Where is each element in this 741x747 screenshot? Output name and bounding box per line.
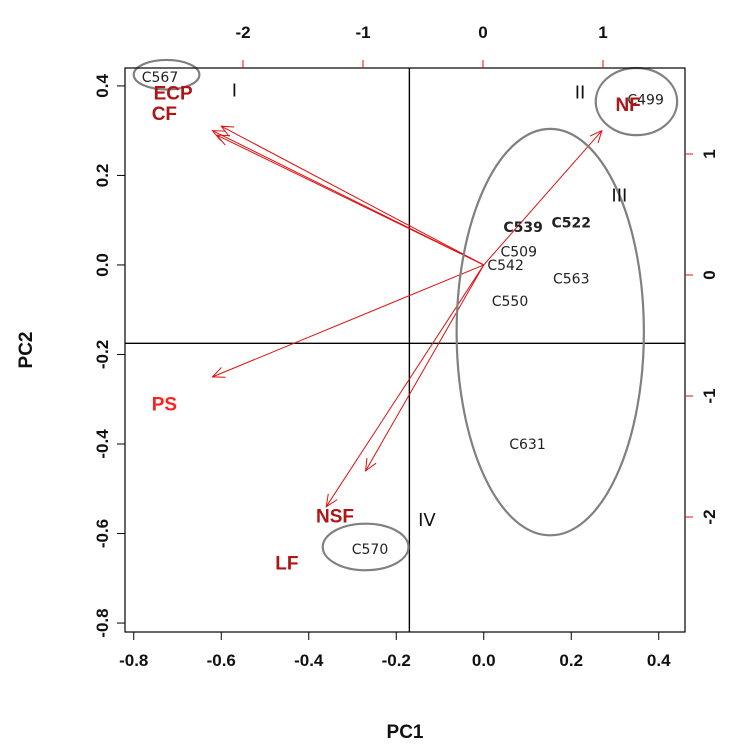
observation-label-c509: C509 bbox=[501, 245, 538, 261]
group-ellipse-1 bbox=[132, 58, 201, 91]
x-tick-label: 0.4 bbox=[647, 651, 671, 670]
y-tick-label: 0.2 bbox=[93, 164, 112, 188]
plot-frame bbox=[124, 67, 686, 633]
observation-label-c570: C570 bbox=[352, 542, 389, 558]
loading-arrow-hcp bbox=[212, 130, 484, 266]
group-ellipses bbox=[132, 58, 679, 572]
observation-label-c567: C567 bbox=[142, 70, 179, 86]
right-tick-label: 0 bbox=[700, 270, 719, 279]
top-tick-label: -1 bbox=[355, 23, 370, 42]
reference-lines bbox=[125, 68, 685, 632]
group-ellipse-4 bbox=[321, 522, 410, 572]
variable-label-nf: NF bbox=[615, 95, 640, 116]
arrow-head-nf bbox=[589, 129, 603, 144]
top-tick-label: 0 bbox=[478, 23, 487, 42]
observation-label-c522: C522 bbox=[552, 215, 592, 231]
observation-label-c563: C563 bbox=[553, 271, 590, 287]
y-tick-label: -0.4 bbox=[93, 429, 112, 459]
x-tick-label: -0.6 bbox=[207, 651, 236, 670]
observation-label-c499: C499 bbox=[627, 92, 664, 108]
x-tick-label: -0.8 bbox=[119, 651, 148, 670]
loading-arrow-nf bbox=[483, 130, 603, 266]
x-axis-title: PC1 bbox=[387, 722, 424, 743]
observation-label-c631: C631 bbox=[509, 437, 546, 453]
y-tick-label: 0.0 bbox=[93, 253, 112, 277]
top-tick-label: -2 bbox=[235, 23, 250, 42]
loading-arrow-ps bbox=[212, 264, 484, 378]
variable-label-nsf: NSF bbox=[316, 507, 354, 528]
loading-arrow-ecp bbox=[221, 125, 484, 266]
loading-arrows bbox=[211, 125, 603, 508]
quadrant-label-iv: IV bbox=[418, 510, 436, 531]
quadrant-label-i: I bbox=[232, 80, 237, 101]
variable-label-ps: PS bbox=[152, 395, 177, 416]
plot-border bbox=[124, 67, 686, 633]
x-tick-label: 0.2 bbox=[559, 651, 583, 670]
group-ellipse-3 bbox=[455, 127, 645, 537]
quadrant-label-ii: II bbox=[575, 83, 586, 104]
arrow-head-nsf bbox=[325, 493, 338, 508]
top-tick-label: 1 bbox=[598, 23, 607, 42]
variable-label-cf: CF bbox=[152, 104, 177, 125]
variable-label-ecp: ECP bbox=[154, 84, 193, 105]
right-tick-label: -1 bbox=[700, 388, 719, 403]
arrow-head-cf bbox=[215, 134, 230, 146]
observation-label-c550: C550 bbox=[492, 294, 529, 310]
loading-arrow-lf bbox=[365, 264, 485, 472]
axis-ticks: -0.8 -0.6 -0.4 -0.2 0.0 0.2 0.4 0.4 0.2 0.0 -0.2 -0… bbox=[93, 23, 719, 670]
x-tick-label: -0.2 bbox=[382, 651, 411, 670]
observation-label-c539: C539 bbox=[503, 220, 543, 236]
y-tick-label: -0.8 bbox=[93, 608, 112, 637]
quadrant-label-iii: III bbox=[611, 186, 627, 207]
arrow-head-hcp bbox=[211, 130, 226, 142]
y-tick-label: -0.2 bbox=[93, 340, 112, 369]
variable-label-lf: LF bbox=[275, 554, 298, 575]
x-tick-label: 0.0 bbox=[472, 651, 496, 670]
right-tick-label: 1 bbox=[700, 149, 719, 158]
x-tick-label: -0.4 bbox=[294, 651, 324, 670]
y-tick-label: 0.4 bbox=[93, 74, 112, 98]
arrow-head-lf bbox=[365, 457, 377, 472]
arrow-head-ecp bbox=[220, 125, 235, 137]
observation-label-c542: C542 bbox=[487, 258, 524, 274]
y-axis-title: PC2 bbox=[16, 332, 37, 369]
right-tick-label: -2 bbox=[700, 509, 719, 524]
y-tick-label: -0.6 bbox=[93, 519, 112, 548]
arrow-head-ps bbox=[211, 367, 226, 378]
